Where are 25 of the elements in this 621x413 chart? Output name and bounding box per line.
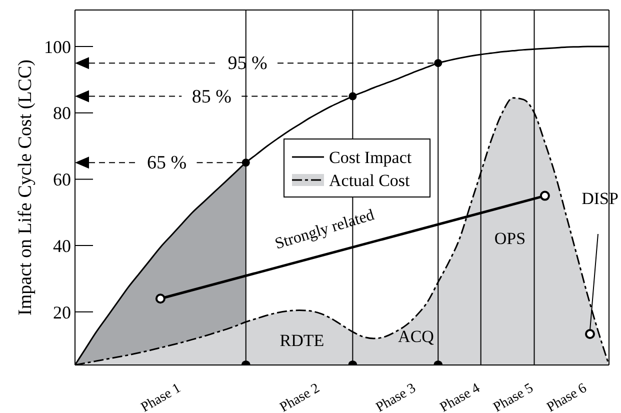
y-tick-label: 20: [53, 302, 71, 322]
point: [348, 92, 357, 100]
ref-line-label: 65 %: [146, 152, 187, 174]
y-tick-label: 60: [53, 170, 71, 190]
point: [242, 158, 250, 167]
x-tick-label: Phase 3: [374, 381, 419, 413]
x-tick-label: Phase 6: [544, 381, 590, 413]
point: [434, 59, 442, 68]
annotation: RDTE: [280, 331, 324, 350]
legend-label: Cost Impact: [329, 148, 412, 167]
ref-line-label: 95 %: [228, 53, 268, 74]
y-tick-label: 40: [53, 236, 71, 256]
point: [540, 190, 550, 201]
x-tick-label: Phase 2: [278, 381, 322, 413]
x-tick-label: Phase 4: [438, 381, 483, 413]
annotation: ACQ: [398, 327, 434, 346]
y-tick-label: 100: [44, 36, 71, 57]
ref-line-label: 85 %: [192, 86, 232, 108]
x-tick-label: Phase 5: [491, 381, 536, 413]
x-tick-label: Phase 1: [138, 381, 184, 413]
legend-label: Actual Cost: [329, 171, 410, 190]
y-tick-label: 80: [53, 103, 71, 124]
annotation: OPS: [494, 229, 526, 248]
y-axis-title: Impact on Life Cycle Cost (LCC): [15, 60, 36, 316]
annotation: Strongly related: [273, 206, 376, 253]
